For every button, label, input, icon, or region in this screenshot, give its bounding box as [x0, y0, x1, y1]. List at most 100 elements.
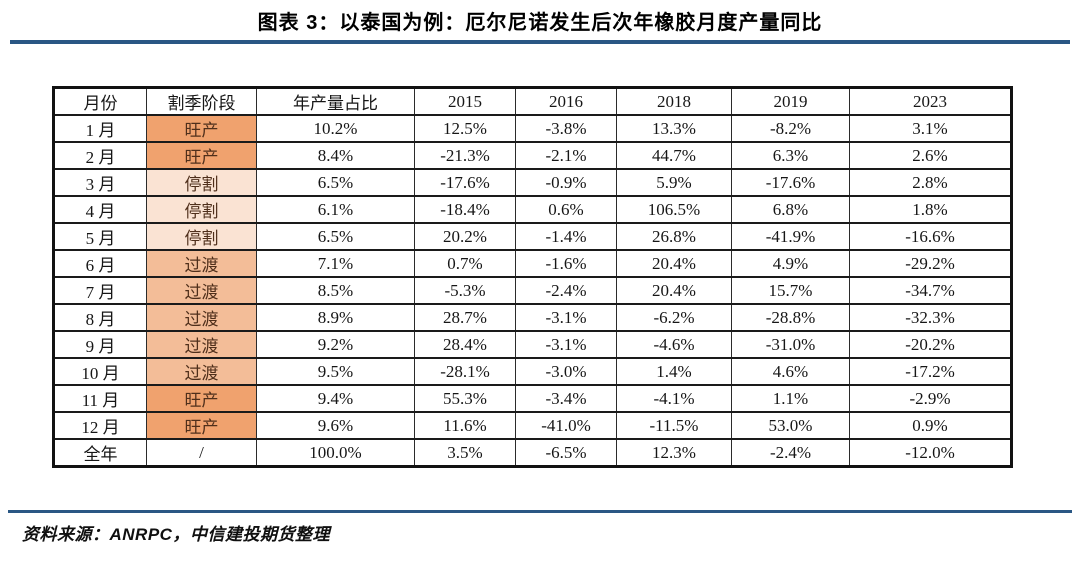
stage-cell: 过渡: [146, 330, 257, 359]
yoy-cell: -2.4%: [731, 438, 850, 468]
yoy-cell: -18.4%: [414, 195, 516, 224]
yoy-cell: 6.3%: [731, 141, 850, 170]
yoy-cell: 15.7%: [731, 276, 850, 305]
table-row: 3 月停割 6.5% -17.6% -0.9% 5.9% -17.6% 2.8%: [53, 168, 1012, 197]
share-cell: 9.6%: [256, 411, 415, 440]
column-header: 2019: [731, 86, 850, 116]
yoy-cell: 5.9%: [616, 168, 732, 197]
yoy-cell: -3.1%: [515, 330, 617, 359]
yoy-cell: -2.1%: [515, 141, 617, 170]
table-header-row: 月份 割季阶段 年产量占比 2015 2016 2018 2019 2023: [53, 86, 1012, 116]
stage-cell: 过渡: [146, 303, 257, 332]
yoy-cell: 44.7%: [616, 141, 732, 170]
yoy-cell: 11.6%: [414, 411, 516, 440]
share-cell: 6.5%: [256, 222, 415, 251]
month-cell: 12 月: [53, 411, 147, 440]
yoy-cell: 1.1%: [731, 384, 850, 413]
column-header: 2023: [849, 86, 1012, 116]
stage-cell: 过渡: [146, 276, 257, 305]
share-cell: 8.5%: [256, 276, 415, 305]
yoy-cell: -28.8%: [731, 303, 850, 332]
table-row: 2 月旺产 8.4% -21.3% -2.1% 44.7% 6.3% 2.6%: [53, 141, 1012, 170]
table-row: 1 月旺产 10.2% 12.5% -3.8% 13.3% -8.2% 3.1%: [53, 114, 1012, 143]
column-header: 年产量占比: [256, 86, 415, 116]
yoy-cell: 12.5%: [414, 114, 516, 143]
yoy-cell: -31.0%: [731, 330, 850, 359]
yoy-cell: -1.6%: [515, 249, 617, 278]
table-row: 11 月旺产 9.4% 55.3% -3.4% -4.1% 1.1% -2.9%: [53, 384, 1012, 413]
table-row: 5 月停割 6.5% 20.2% -1.4% 26.8% -41.9% -16.6%: [53, 222, 1012, 251]
yoy-cell: -3.0%: [515, 357, 617, 386]
table-row: 4 月停割 6.1% -18.4% 0.6% 106.5% 6.8% 1.8%: [53, 195, 1012, 224]
share-cell: 8.9%: [256, 303, 415, 332]
column-header: 2015: [414, 86, 516, 116]
yoy-cell: -8.2%: [731, 114, 850, 143]
yoy-cell: -0.9%: [515, 168, 617, 197]
table-body: 1 月旺产 10.2% 12.5% -3.8% 13.3% -8.2% 3.1% 2 月旺产 8…: [53, 114, 1012, 468]
month-cell: 2 月: [53, 141, 147, 170]
share-cell: 8.4%: [256, 141, 415, 170]
yoy-cell: -4.1%: [616, 384, 732, 413]
share-cell: 10.2%: [256, 114, 415, 143]
column-header: 2018: [616, 86, 732, 116]
month-cell: 9 月: [53, 330, 147, 359]
stage-cell: 过渡: [146, 249, 257, 278]
yoy-cell: 4.9%: [731, 249, 850, 278]
yoy-cell: 28.4%: [414, 330, 516, 359]
stage-cell: 旺产: [146, 384, 257, 413]
table-row: 10 月过渡 9.5% -28.1% -3.0% 1.4% 4.6% -17.2%: [53, 357, 1012, 386]
yoy-cell: -34.7%: [849, 276, 1012, 305]
yoy-cell: 20.4%: [616, 276, 732, 305]
yoy-cell: 12.3%: [616, 438, 732, 468]
stage-cell: 停割: [146, 168, 257, 197]
yoy-cell: -2.4%: [515, 276, 617, 305]
month-cell: 7 月: [53, 276, 147, 305]
production-yoy-table: 月份 割季阶段 年产量占比 2015 2016 2018 2019 2023 1 月旺产 10.…: [52, 86, 1013, 468]
yoy-cell: 55.3%: [414, 384, 516, 413]
yoy-cell: 4.6%: [731, 357, 850, 386]
yoy-cell: 1.8%: [849, 195, 1012, 224]
table-row: 8 月过渡 8.9% 28.7% -3.1% -6.2% -28.8% -32.3%: [53, 303, 1012, 332]
stage-cell: 旺产: [146, 411, 257, 440]
table-row: 12 月旺产 9.6% 11.6% -41.0% -11.5% 53.0% 0.9%: [53, 411, 1012, 440]
yoy-cell: 53.0%: [731, 411, 850, 440]
yoy-cell: -17.6%: [731, 168, 850, 197]
stage-cell: 停割: [146, 195, 257, 224]
table-row: 9 月过渡 9.2% 28.4% -3.1% -4.6% -31.0% -20.2%: [53, 330, 1012, 359]
share-cell: 100.0%: [256, 438, 415, 468]
month-cell: 1 月: [53, 114, 147, 143]
month-cell: 4 月: [53, 195, 147, 224]
yoy-cell: 0.9%: [849, 411, 1012, 440]
footer-divider-rule: [8, 510, 1072, 513]
yoy-cell: -3.1%: [515, 303, 617, 332]
table-row: 6 月过渡 7.1% 0.7% -1.6% 20.4% 4.9% -29.2%: [53, 249, 1012, 278]
month-cell: 6 月: [53, 249, 147, 278]
yoy-cell: -32.3%: [849, 303, 1012, 332]
yoy-cell: -3.4%: [515, 384, 617, 413]
production-table-container: 月份 割季阶段 年产量占比 2015 2016 2018 2019 2023 1 月旺产 10.…: [52, 86, 1013, 468]
yoy-cell: -28.1%: [414, 357, 516, 386]
yoy-cell: 26.8%: [616, 222, 732, 251]
yoy-cell: -20.2%: [849, 330, 1012, 359]
column-header: 月份: [53, 86, 147, 116]
yoy-cell: 6.8%: [731, 195, 850, 224]
stage-cell: 停割: [146, 222, 257, 251]
yoy-cell: 28.7%: [414, 303, 516, 332]
yoy-cell: -5.3%: [414, 276, 516, 305]
table-row: 全年/100.0% 3.5% -6.5% 12.3% -2.4% -12.0%: [53, 438, 1012, 468]
yoy-cell: 1.4%: [616, 357, 732, 386]
share-cell: 7.1%: [256, 249, 415, 278]
month-cell: 全年: [53, 438, 147, 468]
yoy-cell: -6.5%: [515, 438, 617, 468]
yoy-cell: -2.9%: [849, 384, 1012, 413]
table-row: 7 月过渡 8.5% -5.3% -2.4% 20.4% 15.7% -34.7%: [53, 276, 1012, 305]
yoy-cell: -41.9%: [731, 222, 850, 251]
yoy-cell: -3.8%: [515, 114, 617, 143]
yoy-cell: -6.2%: [616, 303, 732, 332]
share-cell: 9.2%: [256, 330, 415, 359]
yoy-cell: 2.6%: [849, 141, 1012, 170]
yoy-cell: -16.6%: [849, 222, 1012, 251]
yoy-cell: 2.8%: [849, 168, 1012, 197]
yoy-cell: 3.5%: [414, 438, 516, 468]
yoy-cell: 3.1%: [849, 114, 1012, 143]
